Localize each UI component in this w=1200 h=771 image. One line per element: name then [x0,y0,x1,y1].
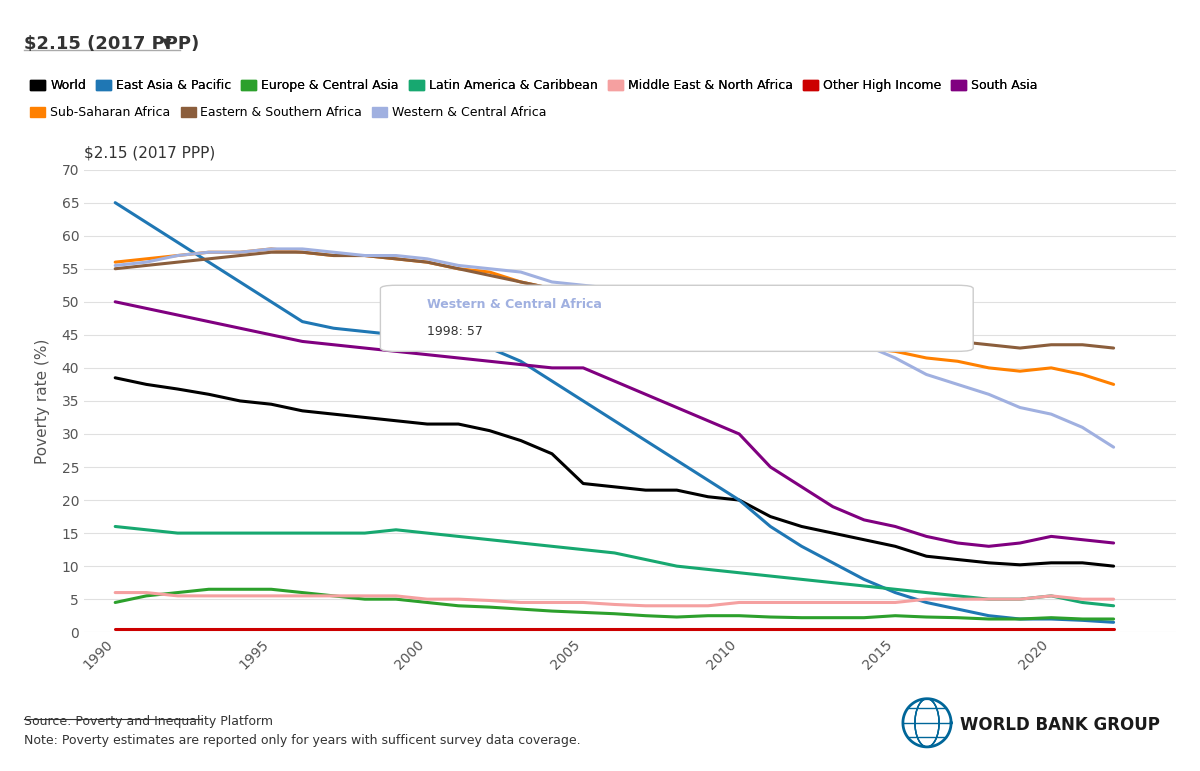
Text: ▼: ▼ [162,36,172,49]
Text: 1998: 57: 1998: 57 [427,325,484,338]
FancyBboxPatch shape [380,285,973,352]
Text: Western & Central Africa: Western & Central Africa [427,298,602,311]
Text: WORLD BANK GROUP: WORLD BANK GROUP [960,715,1160,734]
Text: $2.15 (2017 PPP): $2.15 (2017 PPP) [84,146,215,160]
Text: $2.15 (2017 PPP): $2.15 (2017 PPP) [24,35,199,52]
Text: Note: Poverty estimates are reported only for years with sufficent survey data c: Note: Poverty estimates are reported onl… [24,734,581,747]
Legend: Sub-Saharan Africa, Eastern & Southern Africa, Western & Central Africa: Sub-Saharan Africa, Eastern & Southern A… [30,106,547,120]
Legend: World, East Asia & Pacific, Europe & Central Asia, Latin America & Caribbean, Mi: World, East Asia & Pacific, Europe & Cen… [30,79,1037,93]
Y-axis label: Poverty rate (%): Poverty rate (%) [36,338,50,463]
Text: Source: Poverty and Inequality Platform: Source: Poverty and Inequality Platform [24,715,274,729]
